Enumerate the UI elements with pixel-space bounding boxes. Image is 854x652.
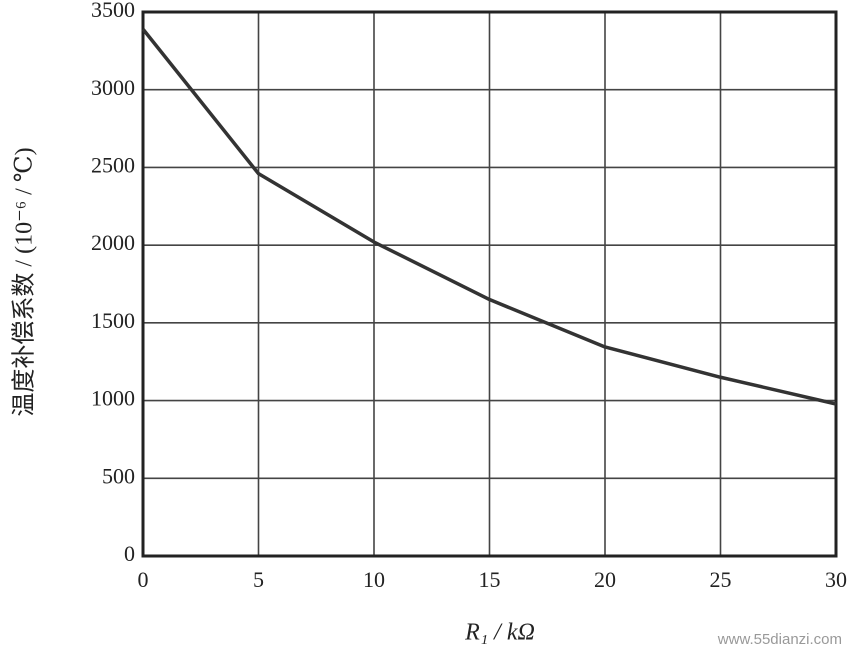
x-tick-label: 5 [253, 567, 264, 592]
x-tick-label: 15 [479, 567, 501, 592]
y-tick-label: 1000 [91, 386, 135, 411]
y-tick-label: 0 [124, 541, 135, 566]
x-tick-label: 20 [594, 567, 616, 592]
x-tick-label: 0 [138, 567, 149, 592]
y-tick-label: 3000 [91, 75, 135, 100]
x-tick-label: 25 [710, 567, 732, 592]
data-line [141, 28, 837, 406]
y-axis-label: 温度补偿系数 / (10⁻⁶ / ℃) [11, 147, 38, 416]
y-tick-label: 1500 [91, 308, 135, 333]
y-tick-label: 2500 [91, 152, 135, 177]
y-tick-label: 2000 [91, 230, 135, 255]
watermark: www.55dianzi.com [717, 631, 842, 648]
x-axis-label: R₁ / kΩ [464, 620, 535, 646]
y-tick-label: 500 [102, 463, 135, 488]
plot-frame [141, 10, 838, 558]
y-tick-label: 3500 [91, 0, 135, 22]
x-tick-label: 30 [825, 567, 847, 592]
x-tick-label: 10 [363, 567, 385, 592]
